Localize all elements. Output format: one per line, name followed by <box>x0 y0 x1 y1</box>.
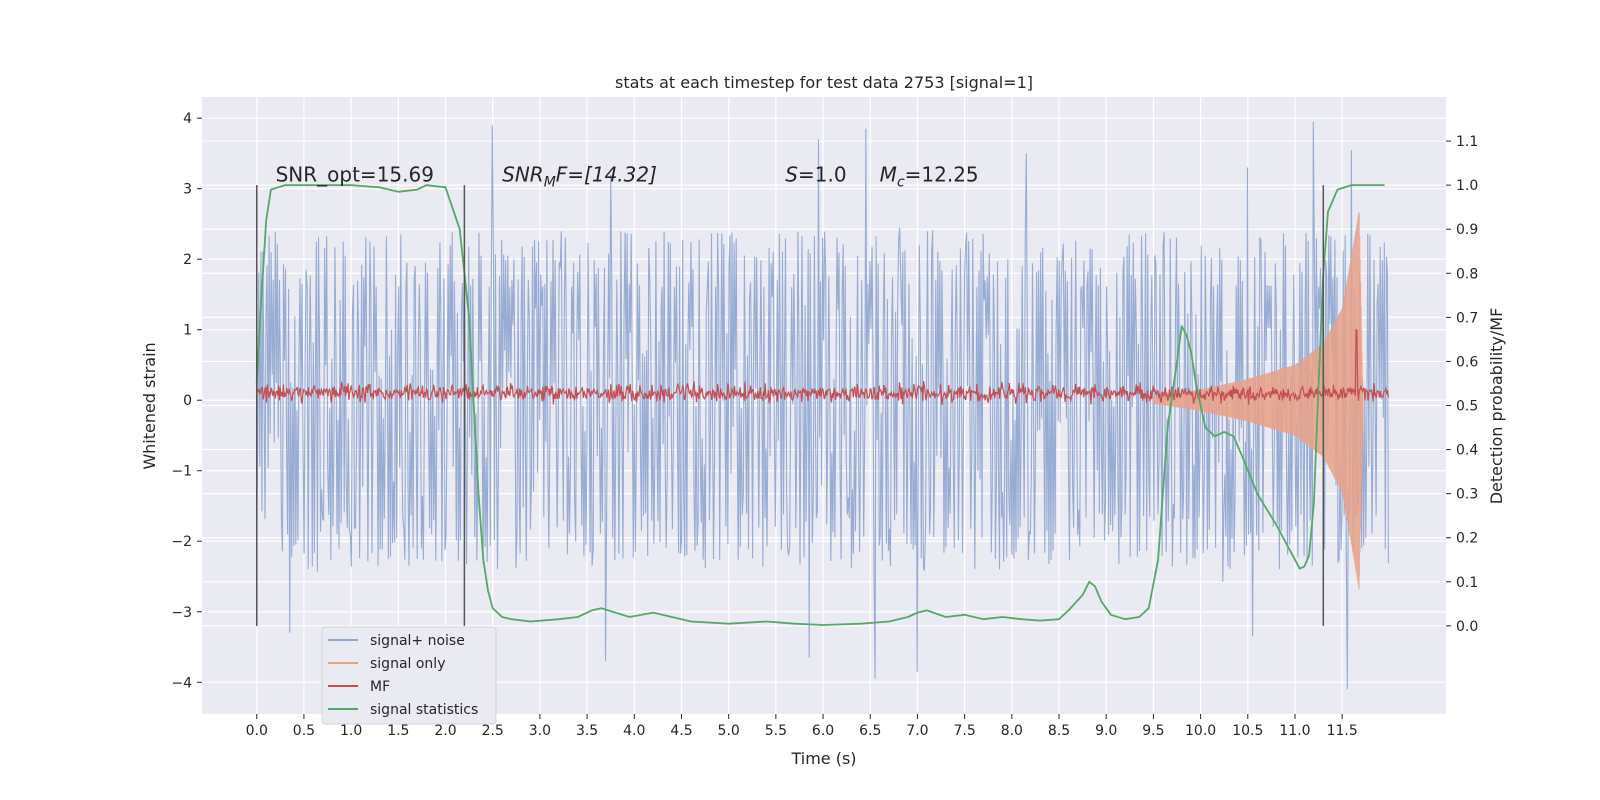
x-tick-label: 8.5 <box>1048 723 1070 739</box>
x-tick-label: 6.0 <box>812 723 834 739</box>
y-right-tick-label: 0.4 <box>1456 443 1478 459</box>
signal-statistics-line <box>255 184 1385 626</box>
y-tick-label: −4 <box>171 675 192 691</box>
x-tick-label: 11.5 <box>1327 723 1358 739</box>
x-ticks: 0.0 0.5 1.0 1.5 2.0 2.5 3.0 3.5 4.0 4.5 5.0 5.5 6.0 6… <box>246 714 1358 739</box>
y-right-tick-label: 1.1 <box>1456 134 1478 150</box>
y-right-tick-label: 0.6 <box>1456 354 1478 370</box>
y-tick-label: −3 <box>171 605 192 621</box>
x-tick-label: 1.0 <box>340 723 362 739</box>
y-right-tick-label: 0.3 <box>1456 487 1478 503</box>
x-tick-label: 3.5 <box>576 723 598 739</box>
x-axis-label: Time (s) <box>790 749 856 768</box>
x-tick-label: 10.5 <box>1232 723 1263 739</box>
y-right-tick-label: 0.1 <box>1456 575 1478 591</box>
legend-label-signal-only: signal only <box>370 656 445 672</box>
series-group <box>255 121 1389 690</box>
y-right-tick-label: 0.5 <box>1456 399 1478 415</box>
annotations-group: SNR_opt=15.69 SNRMF=[14.32] S=1.0 Mc=12.25 <box>276 163 979 191</box>
y-tick-label: 1 <box>183 323 192 339</box>
y-tick-label: −1 <box>171 464 192 480</box>
x-tick-label: 4.5 <box>670 723 692 739</box>
y-right-tick-label: 1.0 <box>1456 178 1478 194</box>
y-ticks: −4 −3 −2 −1 0 1 2 3 4 <box>171 111 202 691</box>
y-right-tick-label: 0.0 <box>1456 619 1478 635</box>
y-tick-label: −2 <box>171 534 192 550</box>
x-tick-label: 9.5 <box>1142 723 1164 739</box>
y-tick-label: 0 <box>183 393 192 409</box>
legend: signal+ noise signal only MF signal stat… <box>321 626 497 725</box>
x-tick-label: 9.0 <box>1095 723 1117 739</box>
x-tick-label: 8.0 <box>1001 723 1023 739</box>
legend-box <box>321 626 497 725</box>
legend-label-mf: MF <box>370 679 390 695</box>
y-right-ticks: 0.0 0.1 0.2 0.3 0.4 0.5 0.6 0.7 0.8 0.9 1.0 1.1 <box>1446 134 1478 635</box>
y-right-axis-label: Detection probability/MF <box>1487 308 1506 505</box>
x-tick-label: 7.0 <box>906 723 928 739</box>
vlines-group <box>255 185 1325 626</box>
x-tick-label: 5.0 <box>718 723 740 739</box>
x-tick-label: 4.0 <box>623 723 645 739</box>
annotation-text: Mc=12.25 <box>880 163 979 191</box>
y-tick-label: 4 <box>183 111 192 127</box>
annotation-text: SNR_opt=15.69 <box>276 163 434 187</box>
y-right-tick-label: 0.7 <box>1456 310 1478 326</box>
legend-label-signal-noise: signal+ noise <box>370 633 465 649</box>
mf-line <box>256 329 1389 405</box>
x-tick-label: 0.5 <box>293 723 315 739</box>
chart-title: stats at each timestep for test data 275… <box>615 73 1033 92</box>
y-right-tick-label: 0.9 <box>1456 222 1478 238</box>
x-tick-label: 1.5 <box>387 723 409 739</box>
x-tick-label: 0.0 <box>246 723 268 739</box>
x-tick-label: 3.0 <box>529 723 551 739</box>
x-tick-label: 7.5 <box>954 723 976 739</box>
annotation-text: SNRMF=[14.32] <box>502 163 657 191</box>
y-right-tick-label: 0.8 <box>1456 266 1478 282</box>
x-tick-label: 5.5 <box>765 723 787 739</box>
y-right-tick-label: 0.2 <box>1456 531 1478 547</box>
x-tick-label: 2.5 <box>482 723 504 739</box>
x-tick-label: 11.0 <box>1279 723 1310 739</box>
signal-noise-line <box>256 121 1389 690</box>
x-tick-label: 2.0 <box>434 723 456 739</box>
y-tick-label: 3 <box>183 182 192 198</box>
x-tick-label: 10.0 <box>1185 723 1216 739</box>
legend-label-signal-statistics: signal statistics <box>370 702 478 718</box>
y-axis-label: Whitened strain <box>140 342 159 469</box>
annotation-text: S=1.0 <box>785 163 846 187</box>
x-tick-label: 6.5 <box>859 723 881 739</box>
y-tick-label: 2 <box>183 252 192 268</box>
